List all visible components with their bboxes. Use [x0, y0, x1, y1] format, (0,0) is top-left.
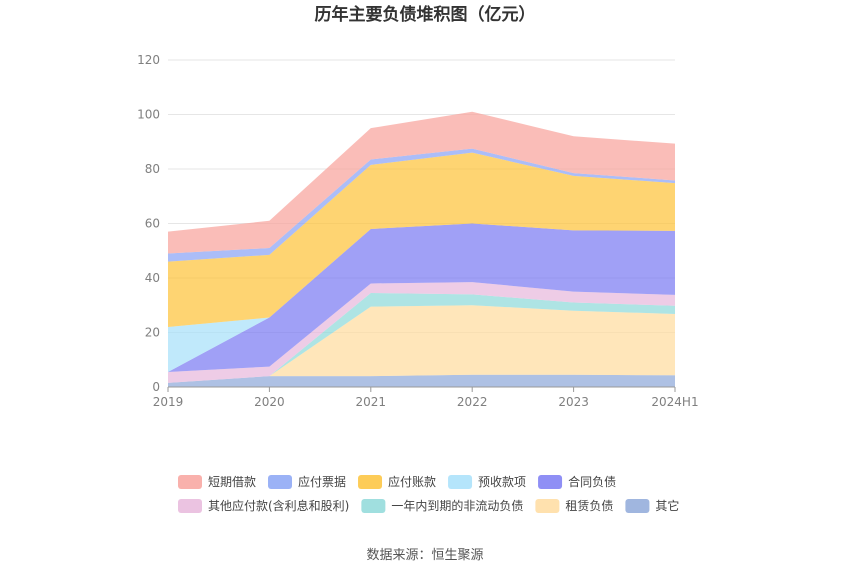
legend-item[interactable]: 其他应付款(含利息和股利) — [178, 498, 349, 513]
legend-item[interactable]: 一年内到期的非流动负债 — [361, 498, 523, 513]
x-tick-label: 2019 — [153, 395, 184, 409]
legend-label: 租赁负债 — [565, 499, 613, 513]
area-应付账款 — [168, 152, 675, 328]
legend-item[interactable]: 预收款项 — [448, 475, 526, 489]
area-合同负债 — [168, 223, 675, 373]
legend-item[interactable]: 应付票据 — [268, 474, 346, 489]
legend-item[interactable]: 其它 — [625, 498, 679, 513]
legend-swatch — [178, 475, 202, 489]
legend-label: 一年内到期的非流动负债 — [391, 498, 523, 513]
legend-swatch — [538, 475, 563, 489]
legend-swatch — [268, 475, 293, 489]
legend-item[interactable]: 合同负债 — [538, 474, 616, 489]
legend-item[interactable]: 租赁负债 — [535, 499, 613, 513]
x-tick-label: 2022 — [457, 395, 488, 409]
area-series — [168, 111, 675, 387]
x-tick-label: 2023 — [558, 395, 589, 409]
y-tick-label: 20 — [145, 326, 160, 340]
legend-label: 其他应付款(含利息和股利) — [208, 498, 349, 513]
x-tick-label: 2020 — [254, 395, 285, 409]
data-source: 数据来源：恒生聚源 — [366, 548, 483, 563]
area-其他应付款(含利息和股利) — [168, 282, 675, 383]
y-tick-label: 100 — [137, 108, 160, 122]
y-tick-label: 120 — [137, 53, 160, 67]
legend-label: 应付票据 — [298, 474, 346, 489]
y-tick-label: 80 — [145, 162, 160, 176]
legend-item[interactable]: 短期借款 — [178, 475, 256, 489]
legend-swatch — [535, 499, 560, 513]
legend-label: 预收款项 — [478, 475, 526, 489]
legend-swatch — [448, 475, 473, 489]
x-tick-label: 2021 — [356, 395, 387, 409]
legend-label: 短期借款 — [208, 475, 256, 489]
legend-swatch — [625, 499, 650, 513]
legend-swatch — [178, 499, 202, 513]
area-其它 — [168, 374, 675, 387]
y-tick-label: 0 — [152, 380, 160, 394]
area-短期借款 — [168, 111, 675, 254]
legend-label: 其它 — [655, 498, 679, 513]
legend-swatch — [361, 499, 386, 513]
legend-swatch — [358, 475, 383, 489]
x-tick-label: 2024H1 — [651, 395, 698, 409]
legend-item[interactable]: 应付账款 — [358, 474, 436, 489]
legend-label: 应付账款 — [388, 474, 436, 489]
y-tick-label: 60 — [145, 217, 160, 231]
chart-title: 历年主要负债堆积图（亿元） — [315, 4, 536, 25]
axes: 0 20 40 60 80 100 120 2019 2020 2021 2022 2023 2024H… — [137, 53, 699, 409]
y-tick-label: 40 — [145, 271, 160, 285]
area-租赁负债 — [168, 305, 675, 383]
legend-label: 合同负债 — [568, 474, 616, 489]
